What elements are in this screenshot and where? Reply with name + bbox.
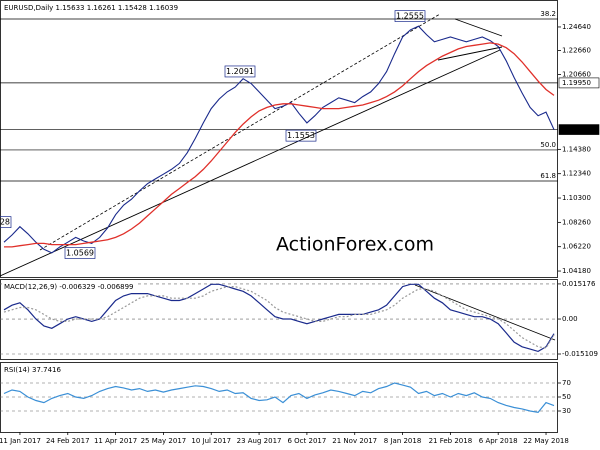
y-tick-label: 1.08260 (562, 218, 591, 226)
panel-title: MACD(12,26,9) -0.006329 -0.006899 (4, 283, 134, 291)
y-tick-label: 0.00 (562, 315, 578, 323)
header-background (2, 3, 181, 13)
panel-header: MACD(12,26,9) -0.006329 -0.006899 (2, 282, 136, 292)
y-tick-label: 1.22660 (562, 47, 591, 55)
y-tick-label: 1.24640 (562, 23, 591, 31)
annotation: 1.2091 (226, 67, 254, 76)
y-tick-label: 1.06220 (562, 243, 591, 251)
x-tick-label: 6 Apr 2018 (479, 437, 518, 445)
header-text: 1.15633 (56, 4, 85, 12)
annotation-box (394, 10, 426, 22)
series-line (3, 283, 555, 353)
y-tick-label: 0.015176 (562, 280, 596, 288)
y-tick-label: 1.10300 (562, 194, 591, 202)
x-tick-label: 21 Nov 2017 (332, 437, 377, 445)
series-line (3, 25, 555, 254)
trend-lines (0, 13, 556, 341)
y-tick-label: 30 (562, 407, 571, 415)
triangle-line (454, 18, 503, 37)
annotation-box (224, 65, 256, 78)
y-tick-label: 1.12340 (562, 170, 591, 178)
panel-header: EURUSD,Daily 1.15633 1.16261 1.15428 1.1… (2, 3, 181, 13)
x-tick-label: 11 Apr 2017 (94, 437, 137, 445)
header-text: RSI(14) (4, 366, 30, 374)
annotation: 1.0828 (0, 218, 10, 227)
series-line (4, 42, 555, 248)
rsi-panel (0, 362, 558, 433)
series-line (3, 382, 555, 414)
panel-title: RSI(14) 37.7416 (4, 366, 61, 374)
annotation: 1.2555 (396, 12, 424, 21)
panel-title: EURUSD,Daily 1.15633 1.16261 1.15428 1.1… (4, 4, 178, 12)
annotation: 1.0569 (66, 249, 94, 258)
x-tick-label: 8 Jan 2018 (384, 437, 422, 445)
price-box (558, 77, 600, 89)
watermark: ActionForex.com (276, 234, 434, 256)
x-tick-label: 10 Jul 2017 (191, 437, 231, 445)
annotation: 1.1553 (287, 131, 315, 140)
level-label: 50.0 (540, 141, 556, 149)
header-background (2, 282, 136, 292)
trend-line (0, 49, 501, 277)
x-tick-label: 22 May 2018 (523, 437, 569, 445)
level-label: 38.2 (540, 10, 556, 18)
header-text: 37.7416 (32, 366, 61, 374)
annotation-box (64, 247, 96, 259)
header-text: EURUSD,Daily (4, 4, 53, 12)
annotation-box (0, 216, 12, 228)
price-box (558, 124, 600, 135)
price-label: 1.16039 (562, 126, 591, 134)
header-background (2, 365, 64, 375)
series-line (3, 286, 555, 349)
header-text: -0.006329 (59, 283, 95, 291)
header-text: 1.16039 (149, 4, 178, 12)
x-tick-label: 6 Oct 2017 (287, 437, 326, 445)
annotation-box (285, 129, 317, 142)
level-label: 61.8 (540, 172, 556, 180)
header-text: 1.15428 (118, 4, 147, 12)
y-tick-label: 1.04180 (562, 267, 591, 275)
panel-header: RSI(14) 37.7416 (2, 365, 64, 375)
y-tick-label: 1.20660 (562, 70, 591, 78)
price-label: 1.19950 (562, 79, 591, 87)
y-tick-label: 50 (562, 393, 571, 401)
triangle-line (437, 46, 503, 61)
y-tick-label: -0.015109 (562, 350, 598, 358)
channel-line (39, 13, 441, 251)
y-tick-label: 70 (562, 379, 571, 387)
header-text: MACD(12,26,9) (4, 283, 57, 291)
y-tick-label: 1.14380 (562, 145, 591, 153)
x-tick-label: 11 Jan 2017 (0, 437, 41, 445)
header-text: -0.006899 (98, 283, 134, 291)
header-text: 1.16261 (87, 4, 116, 12)
x-tick-label: 24 Feb 2017 (46, 437, 90, 445)
x-tick-label: 23 Aug 2017 (237, 437, 282, 445)
x-tick-label: 25 May 2017 (141, 437, 187, 445)
x-tick-label: 21 Feb 2018 (429, 437, 473, 445)
